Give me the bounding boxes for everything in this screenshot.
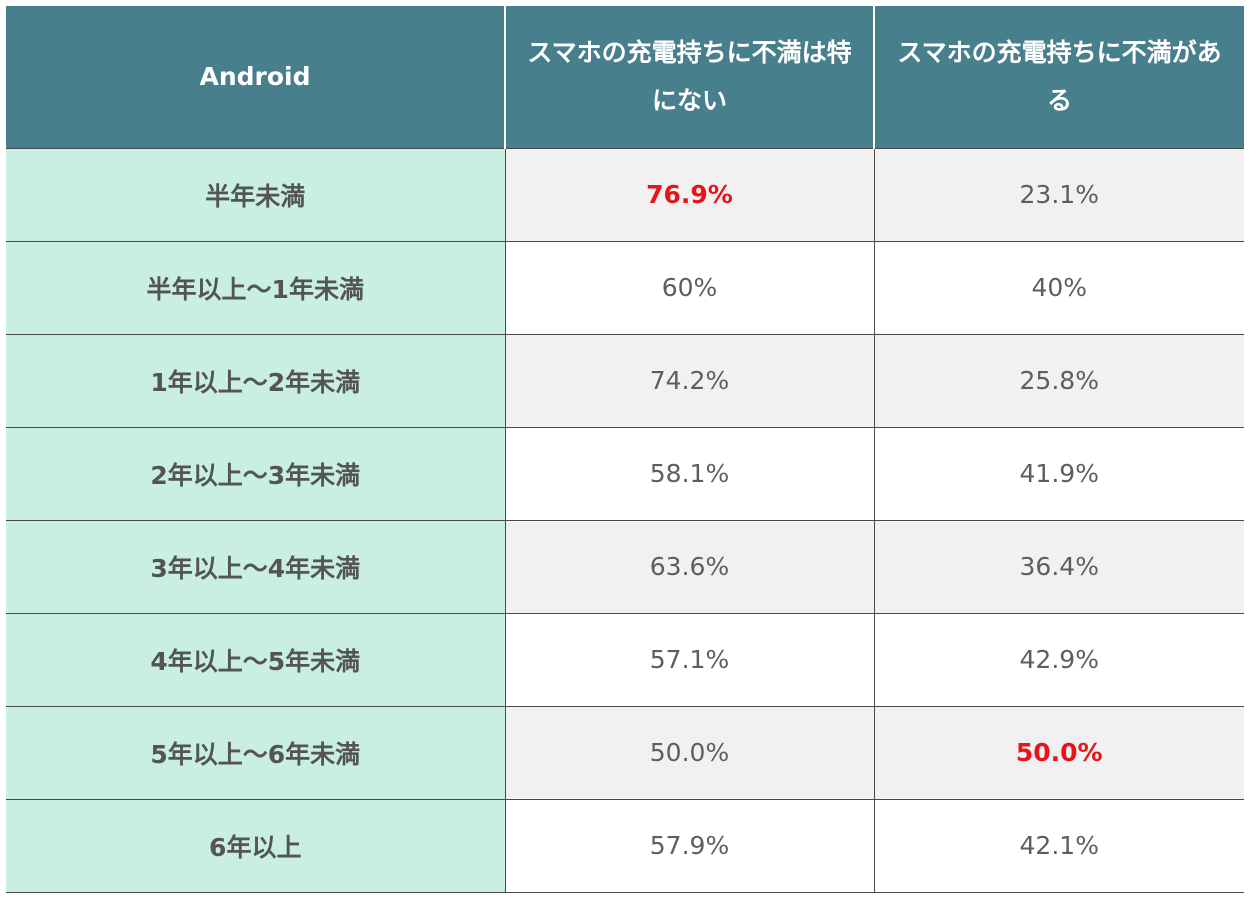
data-table: Android スマホの充電持ちに不満は特にない スマホの充電持ちに不満がある … <box>6 6 1244 893</box>
data-table-container: Android スマホの充電持ちに不満は特にない スマホの充電持ちに不満がある … <box>6 6 1244 893</box>
row-label: 半年以上〜1年未満 <box>6 240 506 335</box>
cell-has-complaint: 40% <box>873 240 1244 335</box>
cell-no-complaint: 60% <box>504 240 875 335</box>
row-label: 1年以上〜2年未満 <box>6 333 506 428</box>
row-label: 4年以上〜5年未満 <box>6 612 506 707</box>
table-row: 半年以上〜1年未満 60% 40% <box>6 240 1244 335</box>
cell-no-complaint: 74.2% <box>504 333 875 428</box>
table-row: 5年以上〜6年未満 50.0% 50.0% <box>6 705 1244 800</box>
cell-no-complaint: 50.0% <box>504 705 875 800</box>
cell-no-complaint: 76.9% <box>504 147 875 242</box>
cell-has-complaint: 23.1% <box>873 147 1244 242</box>
table-row: 2年以上〜3年未満 58.1% 41.9% <box>6 426 1244 521</box>
row-label: 6年以上 <box>6 798 506 893</box>
row-label: 半年未満 <box>6 147 506 242</box>
table-row: 1年以上〜2年未満 74.2% 25.8% <box>6 333 1244 428</box>
cell-no-complaint: 57.9% <box>504 798 875 893</box>
header-has-complaint: スマホの充電持ちに不満がある <box>873 6 1244 148</box>
cell-has-complaint: 25.8% <box>873 333 1244 428</box>
cell-has-complaint: 42.1% <box>873 798 1244 893</box>
cell-no-complaint: 58.1% <box>504 426 875 521</box>
cell-no-complaint: 57.1% <box>504 612 875 707</box>
table-body: 半年未満 76.9% 23.1% 半年以上〜1年未満 60% 40% 1年以上〜2年未満 74… <box>6 147 1244 893</box>
table-row: 6年以上 57.9% 42.1% <box>6 798 1244 893</box>
table-row: 3年以上〜4年未満 63.6% 36.4% <box>6 519 1244 614</box>
header-no-complaint: スマホの充電持ちに不満は特にない <box>504 6 874 148</box>
cell-has-complaint: 36.4% <box>873 519 1244 614</box>
row-label: 2年以上〜3年未満 <box>6 426 506 521</box>
cell-has-complaint: 50.0% <box>873 705 1244 800</box>
cell-has-complaint: 41.9% <box>873 426 1244 521</box>
cell-has-complaint: 42.9% <box>873 612 1244 707</box>
row-label: 3年以上〜4年未満 <box>6 519 506 614</box>
header-android: Android <box>6 6 505 148</box>
table-row: 4年以上〜5年未満 57.1% 42.9% <box>6 612 1244 707</box>
row-label: 5年以上〜6年未満 <box>6 705 506 800</box>
table-header-row: Android スマホの充電持ちに不満は特にない スマホの充電持ちに不満がある <box>6 6 1244 148</box>
cell-no-complaint: 63.6% <box>504 519 875 614</box>
table-row: 半年未満 76.9% 23.1% <box>6 147 1244 242</box>
